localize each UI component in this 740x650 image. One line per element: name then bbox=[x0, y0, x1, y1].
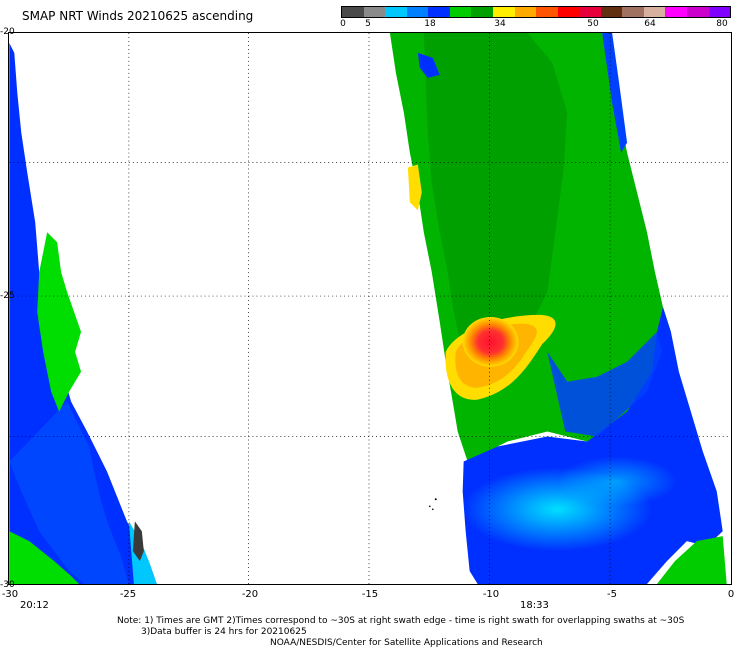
y-tick: -25 bbox=[0, 291, 15, 301]
colorbar-segment bbox=[665, 7, 687, 17]
colorbar-segment bbox=[557, 7, 580, 17]
colorbar-segment bbox=[708, 7, 731, 17]
colorbar-segment bbox=[536, 7, 558, 17]
right-swath bbox=[389, 33, 727, 584]
colorbar-tick: 80 bbox=[716, 19, 728, 29]
y-tick: -30 bbox=[0, 580, 15, 590]
x-tick: -25 bbox=[119, 589, 137, 600]
colorbar-segment bbox=[622, 7, 644, 17]
footnote-line-2: 3)Data buffer is 24 hrs for 20210625 bbox=[141, 627, 307, 637]
wind-speed-colorbar bbox=[341, 6, 731, 18]
swath-time-left: 20:12 bbox=[20, 600, 49, 611]
colorbar-segment bbox=[600, 7, 623, 17]
colorbar-segment bbox=[492, 7, 515, 17]
colorbar-tick: 50 bbox=[587, 19, 599, 29]
x-tick: -20 bbox=[241, 589, 259, 600]
colorbar-segment bbox=[579, 7, 601, 17]
left-swath bbox=[9, 42, 157, 584]
y-tick: -20 bbox=[0, 27, 15, 37]
colorbar-tick: 34 bbox=[494, 19, 506, 29]
x-tick: -30 bbox=[1, 589, 19, 600]
swath-time-right: 18:33 bbox=[520, 600, 549, 611]
colorbar-segment bbox=[406, 7, 429, 17]
x-tick: -15 bbox=[361, 589, 379, 600]
wind-map bbox=[8, 32, 732, 585]
colorbar-segment bbox=[385, 7, 407, 17]
x-tick: -10 bbox=[482, 589, 500, 600]
colorbar-segment bbox=[643, 7, 666, 17]
colorbar-segment bbox=[514, 7, 537, 17]
x-tick: 0 bbox=[727, 589, 735, 600]
colorbar-segment bbox=[687, 7, 709, 17]
footnote-line-3: NOAA/NESDIS/Center for Satellite Applica… bbox=[270, 638, 543, 648]
colorbar-segment bbox=[342, 7, 364, 17]
colorbar-tick: 0 bbox=[340, 19, 346, 29]
lat-lon-grid bbox=[9, 33, 731, 584]
colorbar-segment bbox=[363, 7, 386, 17]
colorbar-tick: 18 bbox=[424, 19, 436, 29]
colorbar-tick: 64 bbox=[644, 19, 656, 29]
colorbar-segment bbox=[428, 7, 450, 17]
x-tick: -5 bbox=[607, 589, 617, 600]
colorbar-tick: 5 bbox=[365, 19, 371, 29]
colorbar-segment bbox=[471, 7, 493, 17]
colorbar-segment bbox=[449, 7, 472, 17]
map-title: SMAP NRT Winds 20210625 ascending bbox=[22, 9, 254, 23]
footnote-line-1: Note: 1) Times are GMT 2)Times correspon… bbox=[117, 616, 685, 626]
